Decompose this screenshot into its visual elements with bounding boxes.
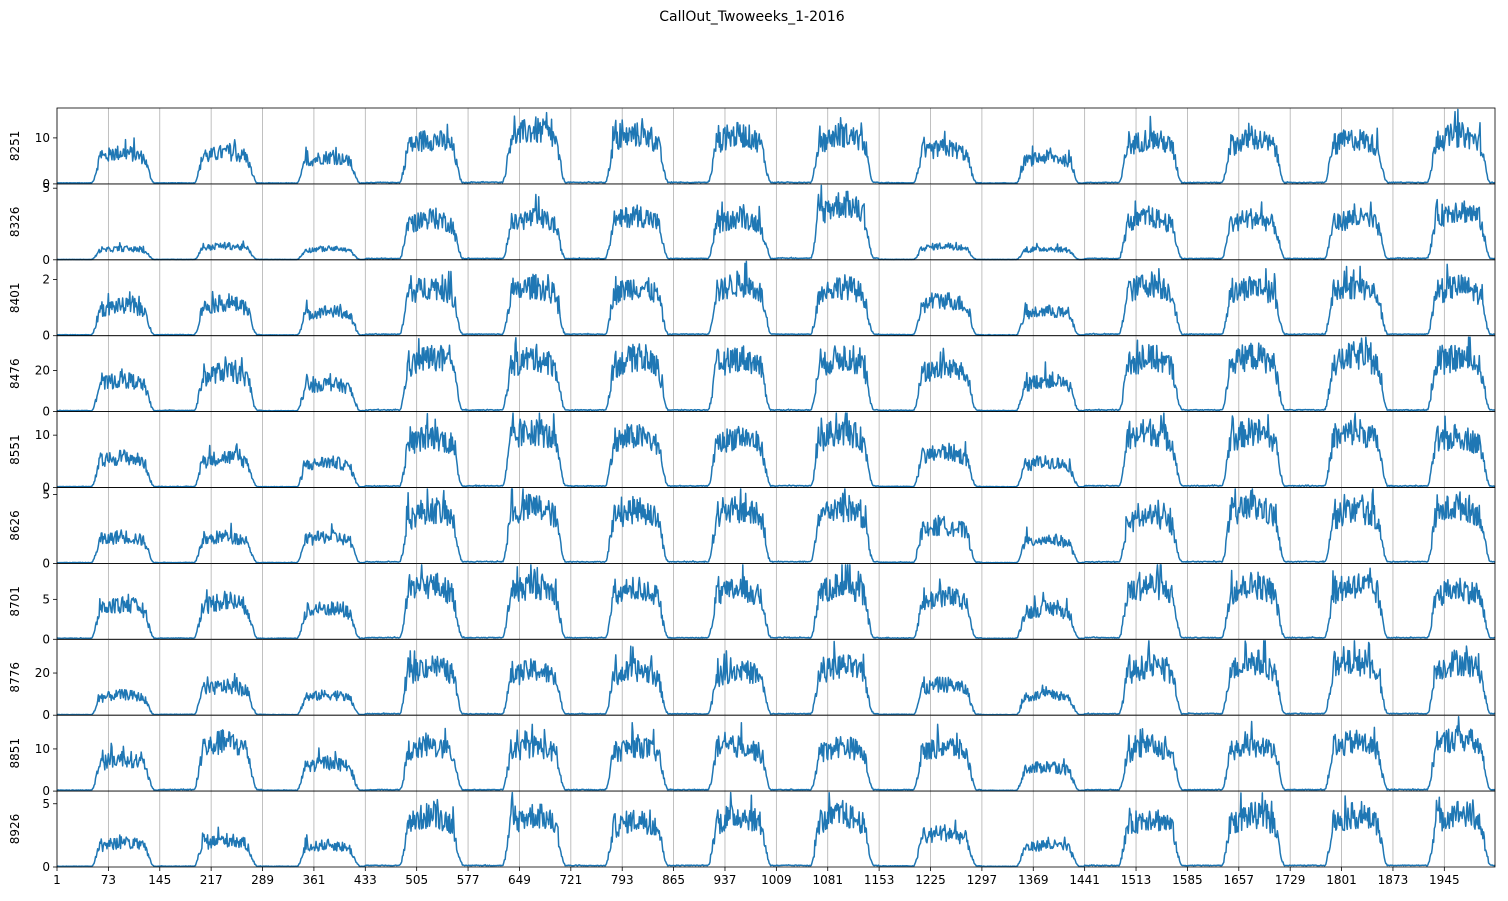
y-axis-label-8551: 8551 (8, 434, 22, 465)
x-tick-label-21: 1513 (1121, 873, 1152, 887)
x-tick-label-2: 145 (148, 873, 171, 887)
x-axis: 1 73 145 217 289 361 433 505 577 649 721 793 865 937 1… (53, 867, 1460, 887)
y-tick-label-8476-1: 20 (35, 364, 50, 378)
y-axis-label-8626: 8626 (8, 510, 22, 541)
y-tick-label-8251-0: 0 (42, 177, 50, 191)
x-tick-label-19: 1369 (1018, 873, 1049, 887)
x-tick-label-27: 1945 (1429, 873, 1460, 887)
x-tick-label-24: 1729 (1275, 873, 1306, 887)
subplot-8626: 0 5 8626 (8, 487, 1496, 570)
y-axis-label-8851: 8851 (8, 738, 22, 769)
series-line-8626 (56, 488, 1496, 564)
y-tick-label-8626-1: 5 (42, 487, 50, 501)
x-tick-label-7: 505 (405, 873, 428, 887)
y-tick-label-8776-1: 20 (35, 666, 50, 680)
x-tick-label-14: 1009 (761, 873, 792, 887)
x-tick-label-26: 1873 (1378, 873, 1409, 887)
y-tick-label-8551-0: 0 (42, 481, 50, 495)
y-tick-label-8626-0: 0 (42, 556, 50, 570)
series-line-8551 (56, 412, 1496, 488)
x-tick-label-15: 1081 (812, 873, 843, 887)
x-tick-label-16: 1153 (864, 873, 895, 887)
y-axis-label-8926: 8926 (8, 814, 22, 845)
y-tick-label-8926-0: 0 (42, 860, 50, 874)
x-tick-label-18: 1297 (967, 873, 998, 887)
x-tick-label-4: 289 (251, 873, 274, 887)
series-line-8926 (56, 791, 1496, 868)
subplot-8551: 0 10 8551 (8, 411, 1496, 495)
y-tick-label-8551-1: 10 (35, 428, 50, 442)
x-tick-label-0: 1 (53, 873, 61, 887)
series-line-8401 (56, 260, 1496, 336)
y-tick-label-8776-0: 0 (42, 708, 50, 722)
series-line-8776 (56, 640, 1496, 716)
subplot-8926: 0 5 8926 (8, 790, 1496, 874)
x-tick-label-23: 1657 (1224, 873, 1255, 887)
chart-title: CallOut_Twoweeks_1-2016 (659, 9, 845, 25)
y-tick-label-8326-1: 5 (42, 181, 50, 195)
y-axis-label-8776: 8776 (8, 662, 22, 693)
y-tick-label-8851-0: 0 (42, 784, 50, 798)
x-tick-label-5: 361 (302, 873, 325, 887)
y-tick-label-8851-1: 10 (35, 742, 50, 756)
x-tick-label-13: 937 (714, 873, 737, 887)
y-tick-label-8326-0: 0 (42, 253, 50, 267)
subplot-8251: 0 10 8251 (8, 107, 1496, 191)
y-tick-label-8476-0: 0 (42, 405, 50, 419)
y-tick-label-8926-1: 5 (42, 797, 50, 811)
x-tick-label-17: 1225 (915, 873, 946, 887)
x-tick-label-22: 1585 (1172, 873, 1203, 887)
y-axis-label-8701: 8701 (8, 586, 22, 617)
x-tick-label-25: 1801 (1326, 873, 1357, 887)
x-tick-label-20: 1441 (1069, 873, 1100, 887)
y-axis-label-8251: 8251 (8, 131, 22, 162)
series-line-8701 (56, 564, 1496, 640)
x-tick-label-8: 577 (457, 873, 480, 887)
y-tick-label-8701-1: 5 (42, 592, 50, 606)
x-tick-label-1: 73 (101, 873, 116, 887)
subplot-8701: 0 5 8701 (8, 563, 1496, 646)
y-tick-label-8251-1: 10 (35, 131, 50, 145)
x-tick-label-12: 865 (662, 873, 685, 887)
subplot-stack: 0108251058326028401020847601085510586260… (8, 107, 1496, 874)
y-axis-label-8476: 8476 (8, 358, 22, 389)
y-tick-label-8701-0: 0 (42, 632, 50, 646)
series-line-8251 (56, 108, 1496, 185)
x-tick-label-10: 721 (559, 873, 582, 887)
series-line-8851 (56, 715, 1496, 792)
x-tick-label-6: 433 (354, 873, 377, 887)
subplot-8401: 0 2 8401 (8, 259, 1496, 343)
series-line-8476 (56, 336, 1496, 412)
y-tick-label-8401-0: 0 (42, 329, 50, 343)
x-tick-label-9: 649 (508, 873, 531, 887)
y-axis-label-8326: 8326 (8, 207, 22, 238)
x-tick-label-3: 217 (200, 873, 223, 887)
y-axis-label-8401: 8401 (8, 283, 22, 314)
x-tick-label-11: 793 (611, 873, 634, 887)
y-tick-label-8401-1: 2 (42, 272, 50, 286)
